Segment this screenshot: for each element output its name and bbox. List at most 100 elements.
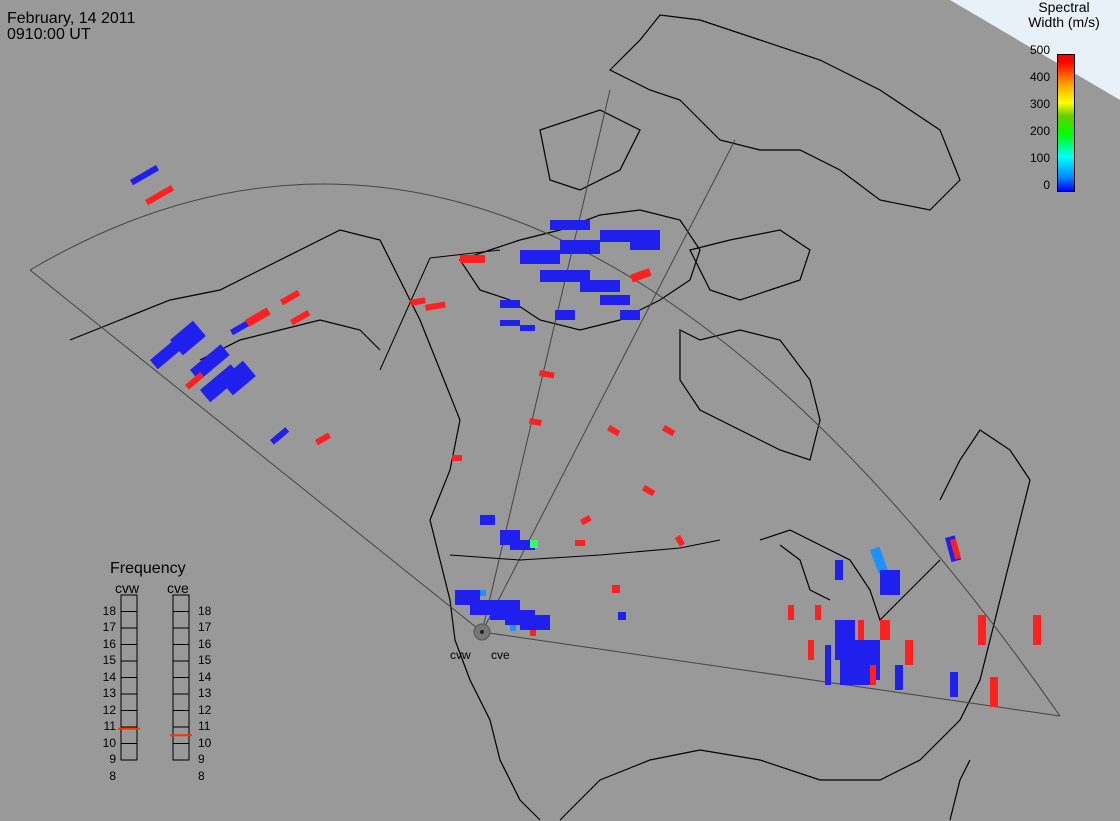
echo-cell xyxy=(607,424,621,437)
frequency-tick: 9 xyxy=(109,752,116,766)
colorbar-title-line2: Width (m/s) xyxy=(1028,14,1100,30)
colorbar-tick: 200 xyxy=(1029,124,1050,138)
echo-cell xyxy=(612,585,620,593)
echo-cell xyxy=(538,370,555,379)
frequency-tick: 10 xyxy=(198,735,212,750)
frequency-tick: 15 xyxy=(102,653,116,667)
echo-cell xyxy=(480,590,486,596)
radar-site-dot xyxy=(480,630,484,634)
echo-cell xyxy=(530,540,538,548)
echo-cell xyxy=(950,538,961,560)
echo-cell xyxy=(858,620,864,640)
frequency-tick: 9 xyxy=(198,752,205,766)
frequency-tick: 17 xyxy=(102,620,116,634)
time-label: 0910:00 UT xyxy=(7,26,91,43)
echo-cell xyxy=(808,640,814,660)
frequency-tick: 16 xyxy=(198,636,212,651)
date-label: February, 14 2011 xyxy=(7,10,136,27)
echo-cell xyxy=(630,268,652,283)
colorbar-tick: 100 xyxy=(1029,151,1050,165)
frequency-tick: 10 xyxy=(102,735,116,750)
echo-cell xyxy=(662,424,676,437)
echo-cell xyxy=(555,310,575,320)
frequency-tick: 14 xyxy=(198,669,212,684)
echo-cell xyxy=(270,427,290,445)
echo-cell xyxy=(500,300,520,308)
echo-cell xyxy=(1033,615,1041,645)
echo-cell xyxy=(870,546,888,574)
colorbar-title-line1: Spectral xyxy=(1038,0,1090,15)
echo-cell xyxy=(528,418,542,426)
echo-cell xyxy=(990,677,998,707)
echo-cell xyxy=(500,320,520,326)
echo-cell xyxy=(540,270,590,282)
frequency-tick: 17 xyxy=(198,620,212,634)
colorbar-tick: 300 xyxy=(1029,97,1050,111)
echo-cell xyxy=(880,570,900,595)
echo-cell xyxy=(425,301,446,311)
echo-cell xyxy=(280,290,301,306)
echo-cell xyxy=(880,620,890,640)
frequency-tick: 16 xyxy=(102,636,116,651)
echo-cell xyxy=(905,640,913,665)
echo-cell xyxy=(540,620,550,630)
echo-cell xyxy=(600,295,630,305)
frequency-tick: 13 xyxy=(102,686,116,700)
coastlines xyxy=(69,14,1031,821)
echo-cell xyxy=(620,310,640,320)
echo-cell xyxy=(130,165,159,186)
echo-cell xyxy=(895,665,903,690)
echo-cell xyxy=(642,484,656,497)
echo-cell xyxy=(410,297,426,306)
echo-cell xyxy=(560,240,600,254)
frequency-radar-a-label: cvw xyxy=(115,580,140,596)
echo-cell xyxy=(452,455,462,461)
echo-cell xyxy=(550,220,590,230)
echo-cells xyxy=(130,165,1041,707)
echo-cell xyxy=(145,185,174,206)
echo-cell xyxy=(618,612,626,620)
frequency-tick: 8 xyxy=(198,768,205,783)
echo-cell xyxy=(460,255,485,263)
echo-cell xyxy=(520,325,535,331)
echo-cell xyxy=(580,280,620,292)
frequency-tick: 13 xyxy=(198,686,212,700)
colorbar-title: Spectral Width (m/s) xyxy=(1008,0,1120,30)
echo-cell xyxy=(290,310,311,326)
echo-cell xyxy=(530,630,536,636)
echo-cell xyxy=(510,540,535,550)
frequency-tick: 8 xyxy=(109,768,116,783)
echo-cell xyxy=(184,372,205,390)
echo-cell xyxy=(510,625,516,631)
frequency-tick: 18 xyxy=(102,603,116,618)
colorbar-tick: 500 xyxy=(1029,43,1050,57)
echo-cell xyxy=(835,560,843,580)
frequency-tick: 11 xyxy=(198,719,211,733)
frequency-tick: 12 xyxy=(102,702,116,717)
echo-cell xyxy=(220,360,256,396)
frequency-title: Frequency xyxy=(110,560,186,577)
echo-cell xyxy=(825,645,831,685)
echo-cell xyxy=(950,672,958,697)
frequency-tick: 18 xyxy=(198,603,212,618)
echo-cell xyxy=(480,515,495,525)
echo-cell xyxy=(815,605,821,620)
borders xyxy=(379,249,721,561)
echo-cell xyxy=(630,230,660,250)
echo-cell xyxy=(244,307,271,327)
echo-cell xyxy=(315,432,331,446)
echo-cell xyxy=(788,605,794,620)
echo-cell xyxy=(190,344,230,381)
echo-cell xyxy=(580,515,592,526)
echo-cell xyxy=(674,534,685,547)
colorbar xyxy=(1057,54,1075,192)
colorbar-tick: 400 xyxy=(1029,70,1050,84)
echo-cell xyxy=(520,250,560,264)
frequency-tick: 14 xyxy=(102,669,116,684)
frequency-tick: 12 xyxy=(198,702,212,717)
colorbar-tick: 0 xyxy=(1043,178,1050,192)
map-corner xyxy=(950,0,1120,100)
frequency-radar-b-label: cve xyxy=(167,580,189,596)
